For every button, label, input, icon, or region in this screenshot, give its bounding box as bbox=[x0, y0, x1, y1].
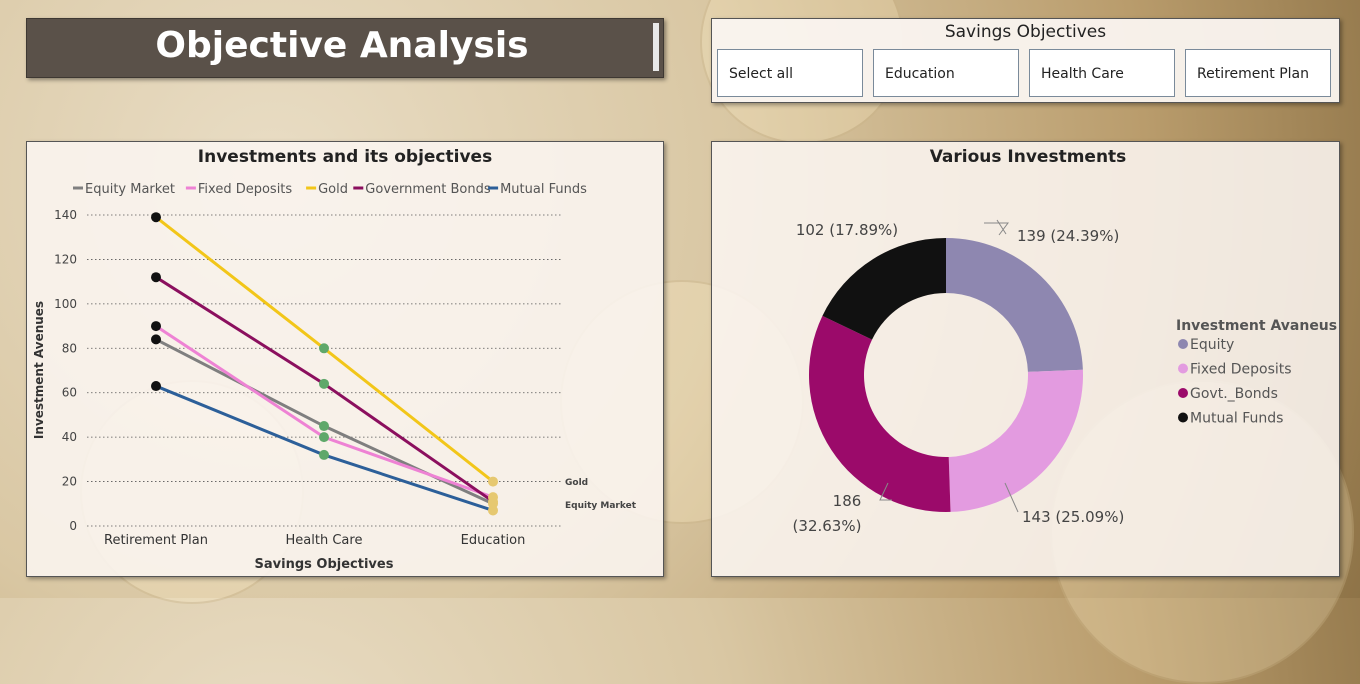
slice-label-fixed-deposits: 143 (25.09%) bbox=[1022, 508, 1124, 526]
data-point-fixed-deposits[interactable] bbox=[151, 321, 161, 332]
donut-slice-equity[interactable] bbox=[946, 238, 1083, 372]
donut-chart-title: Various Investments bbox=[930, 147, 1127, 167]
data-point-mutual-funds[interactable] bbox=[319, 449, 329, 460]
y-tick-label: 0 bbox=[69, 519, 77, 533]
data-point-equity-market[interactable] bbox=[319, 421, 329, 432]
line-chart-title: Investments and its objectives bbox=[198, 147, 492, 167]
slicer-title: Savings Objectives bbox=[944, 22, 1107, 42]
data-point-government-bonds[interactable] bbox=[319, 378, 329, 389]
donut-legend-item-govt-bonds[interactable]: Govt._Bonds bbox=[1190, 386, 1278, 402]
series-end-label-gold: Gold bbox=[565, 478, 588, 488]
slicer-option-education[interactable]: Education bbox=[873, 49, 1019, 97]
slicer-option-retirement-plan[interactable]: Retirement Plan bbox=[1185, 49, 1331, 97]
y-tick-label: 140 bbox=[54, 208, 77, 222]
data-point-equity-market[interactable] bbox=[151, 334, 161, 345]
y-tick-label: 120 bbox=[54, 252, 77, 266]
savings-objectives-slicer: Savings Objectives Select all Education … bbox=[711, 18, 1340, 103]
line-chart-y-axis-label: Investment Avenues bbox=[32, 301, 46, 439]
various-investments-donut-panel: Various Investments 139 (24.39%) 143 (25… bbox=[711, 141, 1340, 577]
donut-slice-mutual-funds[interactable] bbox=[822, 238, 946, 340]
donut-slice-govt-bonds[interactable] bbox=[809, 315, 951, 512]
data-point-government-bonds[interactable] bbox=[151, 272, 161, 283]
x-tick-label: Health Care bbox=[286, 533, 363, 548]
investments-line-chart-panel: Investments and its objectives Equity Ma… bbox=[26, 141, 664, 577]
slicer-option-health-care[interactable]: Health Care bbox=[1029, 49, 1175, 97]
data-point-gold[interactable] bbox=[151, 212, 161, 223]
page-title: Objective Analysis bbox=[155, 25, 529, 66]
title-banner: Objective Analysis bbox=[26, 18, 664, 78]
data-point-mutual-funds[interactable] bbox=[488, 505, 498, 516]
donut-legend-item-mutual-funds[interactable]: Mutual Funds bbox=[1190, 411, 1283, 427]
donut-legend-swatch-govt-bonds bbox=[1178, 388, 1188, 398]
data-point-fixed-deposits[interactable] bbox=[319, 432, 329, 443]
x-tick-label: Education bbox=[461, 533, 526, 548]
donut-slice-fixed-deposits[interactable] bbox=[948, 369, 1083, 512]
data-point-mutual-funds[interactable] bbox=[151, 381, 161, 392]
investments-line-chart: Investments and its objectives Equity Ma… bbox=[32, 147, 637, 572]
title-accent-bar bbox=[653, 23, 659, 71]
series-line-government-bonds bbox=[155, 275, 494, 503]
series-line-mutual-funds bbox=[155, 384, 494, 512]
data-point-gold[interactable] bbox=[488, 476, 498, 487]
legend-item-gold[interactable]: Gold bbox=[318, 182, 348, 197]
donut-legend-title: Investment Avaneus bbox=[1176, 318, 1337, 334]
leader-line-equity bbox=[984, 222, 1009, 236]
legend-item-mutual-funds[interactable]: Mutual Funds bbox=[500, 182, 587, 197]
donut-legend-item-fixed-deposits[interactable]: Fixed Deposits bbox=[1190, 362, 1292, 378]
donut-legend-swatch-equity bbox=[1178, 339, 1188, 349]
y-tick-label: 60 bbox=[62, 386, 77, 400]
y-tick-label: 40 bbox=[62, 430, 77, 444]
legend-item-equity-market[interactable]: Equity Market bbox=[85, 182, 175, 197]
leader-line-govt-bonds bbox=[879, 482, 892, 501]
slice-label-equity: 139 (24.39%) bbox=[1017, 227, 1119, 245]
leader-line-fixed-deposits bbox=[1004, 482, 1019, 513]
y-tick-label: 100 bbox=[54, 297, 77, 311]
slice-label-govt-bonds-percent: (32.63%) bbox=[793, 517, 862, 535]
slice-label-mutual-funds: 102 (17.89%) bbox=[796, 221, 898, 239]
line-chart-x-axis-label: Savings Objectives bbox=[255, 557, 394, 572]
y-tick-label: 20 bbox=[62, 475, 77, 489]
y-tick-label: 80 bbox=[62, 341, 77, 355]
donut-legend-swatch-mutual-funds bbox=[1178, 412, 1188, 423]
data-point-government-bonds[interactable] bbox=[488, 496, 498, 507]
series-end-label-equity-market: Equity Market bbox=[565, 501, 637, 511]
x-tick-label: Retirement Plan bbox=[104, 533, 208, 548]
legend-item-fixed-deposits[interactable]: Fixed Deposits bbox=[198, 182, 293, 197]
donut-legend-swatch-fixed-deposits bbox=[1178, 363, 1188, 374]
donut-legend-item-equity[interactable]: Equity bbox=[1190, 337, 1234, 353]
various-investments-donut-chart: Various Investments 139 (24.39%) 143 (25… bbox=[793, 147, 1338, 535]
data-point-gold[interactable] bbox=[319, 343, 329, 354]
slicer-option-select-all[interactable]: Select all bbox=[717, 49, 863, 97]
leader-line-mutual-funds bbox=[996, 219, 1007, 235]
slice-label-govt-bonds-value: 186 bbox=[833, 492, 862, 510]
legend-item-government-bonds[interactable]: Government Bonds bbox=[365, 182, 491, 197]
